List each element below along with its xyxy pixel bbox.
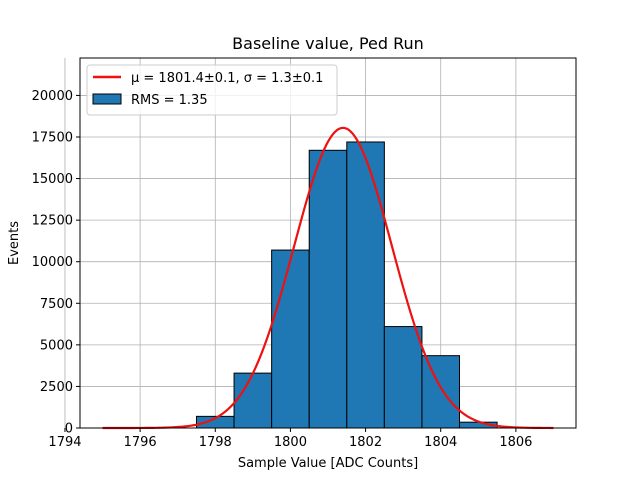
y-tick-label: 12500 [32, 214, 73, 229]
y-tick-label: 2500 [40, 380, 73, 395]
legend-box [86, 64, 338, 116]
y-axis-label: Events [7, 221, 22, 265]
legend-rms-label: RMS = 1.35 [131, 93, 208, 108]
y-tick-label: 7500 [40, 297, 73, 312]
x-axis-ticks: 1794 1796 1798 1800 1802 1804 1806 [48, 428, 532, 450]
x-tick-label: 1796 [124, 435, 157, 450]
gaussian-fit [102, 126, 554, 430]
y-tick-label: 0 [65, 422, 73, 437]
x-tick-label: 1806 [499, 435, 532, 450]
x-axis-label: Sample Value [ADC Counts] [238, 456, 418, 471]
histogram-bars [195, 141, 498, 429]
y-tick-label: 10000 [32, 255, 73, 270]
histogram-bar [421, 355, 461, 429]
x-tick-label: 1794 [48, 435, 81, 450]
fit-curve [102, 126, 554, 430]
y-axis-ticks: 0 2500 5000 7500 10000 12500 15000 17500 20000 [32, 89, 80, 437]
legend-fit-label: μ = 1801.4±0.1, σ = 1.3±0.1 [131, 71, 323, 86]
histogram-bar [383, 326, 423, 429]
y-tick-label: 17500 [32, 130, 73, 145]
x-tick-label: 1800 [274, 435, 307, 450]
y-tick-label: 15000 [32, 172, 73, 187]
histogram-bar [233, 372, 273, 429]
x-tick-label: 1802 [349, 435, 382, 450]
y-tick-label: 5000 [40, 338, 73, 353]
histogram-bar [271, 249, 310, 429]
histogram-bar [346, 141, 385, 429]
plot-frame [79, 57, 577, 429]
legend: μ = 1801.4±0.1, σ = 1.3±0.1 RMS = 1.35 [86, 64, 338, 116]
x-tick-label: 1804 [424, 435, 457, 450]
legend-rms-swatch [92, 93, 122, 105]
y-tick-label: 20000 [32, 89, 73, 104]
x-tick-label: 1798 [199, 435, 232, 450]
chart-title: Baseline value, Ped Run [232, 34, 424, 53]
histogram-bar [308, 149, 348, 429]
